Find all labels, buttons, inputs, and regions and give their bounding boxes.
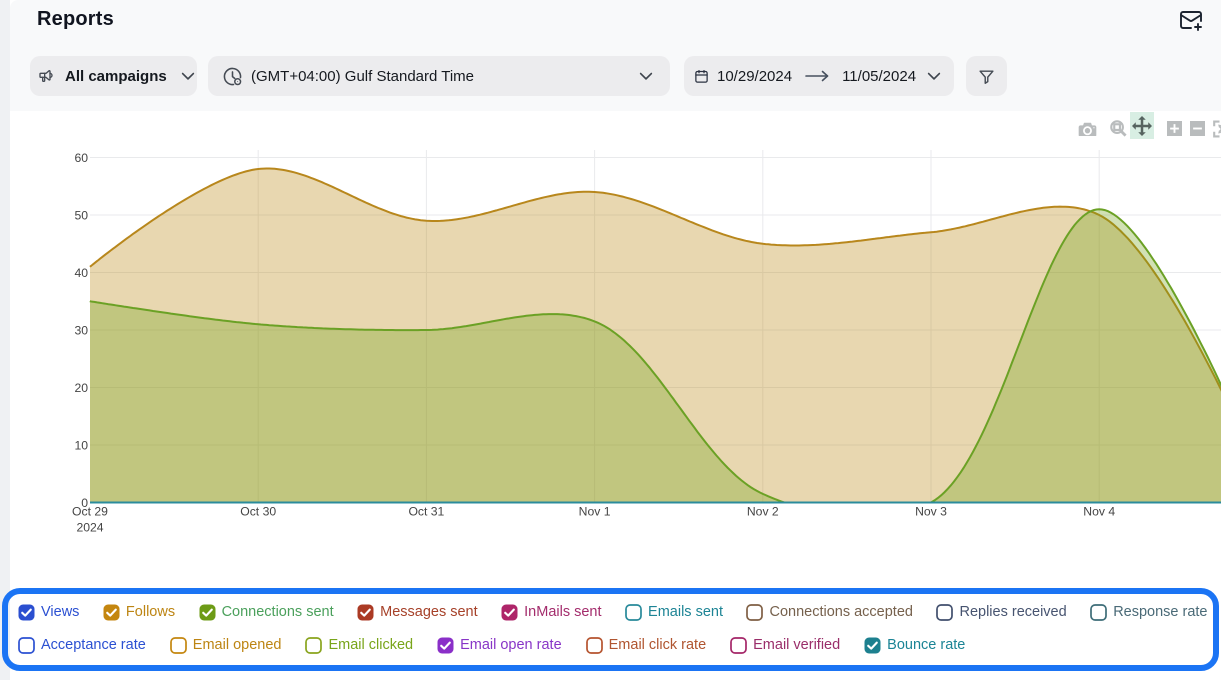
svg-text:Nov 4: Nov 4 [1083,505,1115,519]
svg-text:30: 30 [74,323,88,337]
svg-text:60: 60 [74,151,88,165]
svg-text:Nov 3: Nov 3 [915,505,947,519]
svg-text:10: 10 [74,438,88,452]
svg-text:Oct 29: Oct 29 [72,505,108,519]
svg-text:20: 20 [74,381,88,395]
svg-text:Nov 2: Nov 2 [747,505,779,519]
svg-text:40: 40 [74,266,88,280]
svg-text:0: 0 [81,496,88,510]
svg-text:2024: 2024 [76,521,103,535]
svg-text:Nov 1: Nov 1 [579,505,611,519]
svg-text:50: 50 [74,208,88,222]
svg-text:Oct 31: Oct 31 [408,505,444,519]
svg-text:Oct 30: Oct 30 [240,505,276,519]
